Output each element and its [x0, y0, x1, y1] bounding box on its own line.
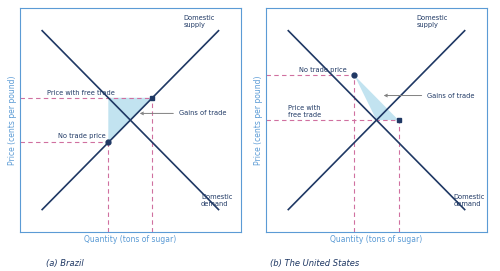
- Text: (a) Brazil: (a) Brazil: [46, 259, 84, 267]
- Text: No trade price: No trade price: [58, 133, 106, 139]
- Text: Price with free trade: Price with free trade: [46, 89, 114, 96]
- X-axis label: Quantity (tons of sugar): Quantity (tons of sugar): [330, 235, 422, 244]
- Text: Gains of trade: Gains of trade: [141, 110, 226, 117]
- Text: Domestic
supply: Domestic supply: [184, 15, 214, 28]
- X-axis label: Quantity (tons of sugar): Quantity (tons of sugar): [84, 235, 176, 244]
- Text: (b) The United States: (b) The United States: [270, 259, 360, 267]
- Text: Domestic
demand: Domestic demand: [454, 194, 485, 207]
- Text: Domestic
demand: Domestic demand: [201, 194, 232, 207]
- Text: No trade price: No trade price: [300, 67, 347, 73]
- Text: Price with
free trade: Price with free trade: [288, 105, 322, 118]
- Polygon shape: [354, 75, 399, 120]
- Text: Domestic
supply: Domestic supply: [416, 15, 448, 28]
- Y-axis label: Price (cents per pound): Price (cents per pound): [254, 75, 264, 165]
- Y-axis label: Price (cents per pound): Price (cents per pound): [8, 75, 18, 165]
- Text: Gains of trade: Gains of trade: [385, 92, 474, 99]
- Polygon shape: [108, 98, 152, 143]
